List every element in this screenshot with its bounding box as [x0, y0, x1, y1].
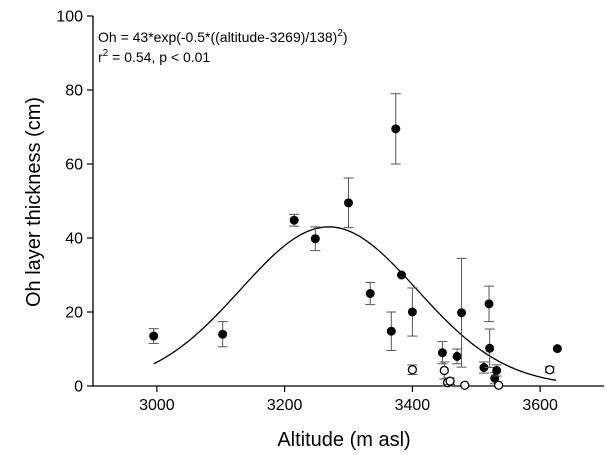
data-point-filled	[457, 308, 467, 318]
axes: 3000 3200 3400 3600 0 20 40 60 80 100	[56, 9, 604, 414]
data-point-open	[545, 365, 555, 375]
data-point-open	[407, 365, 418, 375]
x-tick-label: 3000	[139, 397, 175, 414]
y-tick-label: 20	[65, 305, 83, 322]
y-tick-label: 80	[65, 83, 83, 100]
data-point-open	[493, 380, 504, 390]
data-point-filled	[407, 307, 417, 317]
equation-base: Oh = 43*exp(-0.5*((altitude-3269)/138)	[98, 29, 337, 45]
x-tick-label: 3200	[267, 397, 303, 414]
fit-curve-layer	[153, 226, 557, 381]
data-point-open	[445, 376, 455, 386]
r2-prefix: r	[98, 49, 103, 65]
equation-annotation: Oh = 43*exp(-0.5*((altitude-3269)/138)2)	[98, 28, 348, 45]
data-point-filled	[437, 348, 447, 358]
data-point-filled	[492, 365, 502, 375]
fit-curve	[153, 226, 557, 381]
data-point-open	[439, 365, 449, 376]
data-point-filled	[552, 344, 562, 354]
x-tick-label: 3400	[395, 397, 431, 414]
y-tick-label: 0	[74, 379, 83, 396]
data-point-filled	[218, 329, 228, 339]
points-layer	[148, 93, 562, 390]
data-point-filled	[485, 343, 495, 353]
y-axis-title: Oh layer thickness (cm)	[23, 97, 45, 307]
data-point-filled	[365, 289, 375, 298]
data-point-filled	[397, 270, 407, 280]
data-point-open	[460, 380, 470, 390]
data-point-filled	[386, 326, 396, 336]
data-point-filled	[310, 234, 320, 244]
r2-rest: = 0.54, p < 0.01	[108, 49, 210, 65]
data-point-filled	[452, 351, 462, 361]
data-point-filled	[149, 331, 159, 341]
x-tick-label: 3600	[522, 397, 558, 414]
data-point-filled	[391, 124, 401, 134]
y-tick-label: 100	[56, 9, 83, 26]
equation-exponent: 2	[337, 28, 343, 39]
data-point-filled	[344, 198, 353, 208]
y-tick-label: 40	[65, 231, 83, 248]
data-point-filled	[484, 299, 494, 309]
x-axis-title: Altitude (m asl)	[277, 429, 410, 451]
equation-close: )	[343, 29, 348, 45]
data-point-filled	[289, 215, 299, 225]
r-squared-annotation: r2 = 0.54, p < 0.01	[98, 48, 210, 65]
r2-exponent: 2	[103, 48, 109, 59]
y-tick-label: 60	[65, 157, 83, 174]
